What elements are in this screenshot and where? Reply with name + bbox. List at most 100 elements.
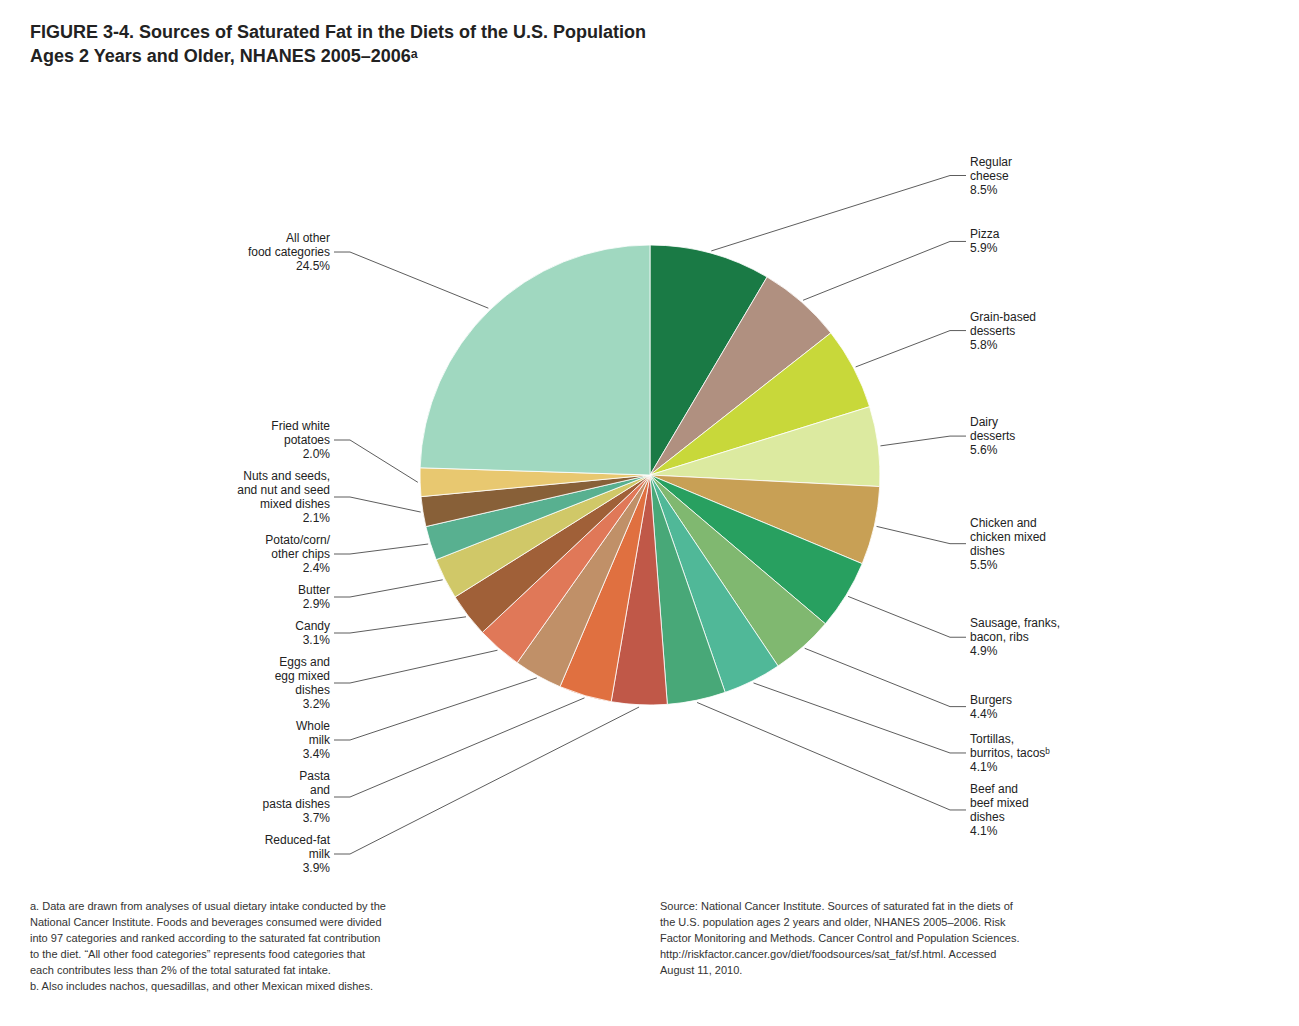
data-label: 3.7% [303, 811, 331, 825]
leader-line [877, 526, 966, 543]
slice-label-line: Regular [970, 155, 1012, 169]
labels: Regularcheese8.5% Pizza5.9% Grain-baseddes… [237, 155, 1060, 875]
footnote-line: a. Data are drawn from analyses of usual… [30, 900, 386, 912]
slice [420, 245, 650, 475]
footnote: Source: National Cancer Institute. Sourc… [660, 900, 1020, 976]
data-label: 2.0% [303, 447, 331, 461]
slice-label: Sausage, franks,bacon, ribs [970, 616, 1060, 644]
chart: FIGURE 3-4. Sources of Saturated Fat in … [0, 0, 1299, 1026]
data-label: 8.5% [970, 183, 998, 197]
footnote-line: to the diet. “All other food categories”… [30, 948, 365, 960]
data-label: 2.1% [303, 511, 331, 525]
slice-label-line: dishes [970, 810, 1005, 824]
slice-label-line: cheese [970, 169, 1009, 183]
slice-label-line: potatoes [284, 433, 330, 447]
slice-label: Dairydesserts [970, 415, 1015, 443]
leader-line [334, 580, 443, 597]
leader-line [334, 650, 497, 683]
slice-label-line: dishes [970, 544, 1005, 558]
leader-line [334, 617, 466, 633]
leader-line [334, 252, 488, 308]
slice-label-line: Potato/corn/ [265, 533, 330, 547]
data-label: 4.1% [970, 760, 998, 774]
leader-line [805, 648, 966, 706]
slice-label-line: Pizza [970, 227, 1000, 241]
slice-label-line: All other [286, 231, 330, 245]
slice-label: All otherfood categories [248, 231, 330, 259]
slice-label-line: and [310, 783, 330, 797]
data-label: 24.5% [296, 259, 330, 273]
data-label: 2.4% [303, 561, 331, 575]
slice-label: Potato/corn/other chips [265, 533, 330, 561]
footnote-line: August 11, 2010. [660, 964, 742, 976]
footnote-line: each contributes less than 2% of the tot… [30, 964, 331, 976]
footnote-line: b. Also includes nachos, quesadillas, an… [30, 980, 373, 992]
slice-label-line: Nuts and seeds, [243, 469, 330, 483]
footnote-line: http://riskfactor.cancer.gov/diet/foodso… [660, 948, 996, 960]
slice-label-line: milk [309, 733, 331, 747]
leader-line [754, 683, 966, 753]
leader-line [711, 176, 966, 251]
slice-label-line: desserts [970, 324, 1015, 338]
slice-label-line: pasta dishes [263, 797, 330, 811]
leader-line [856, 331, 966, 367]
slice-label-line: Grain-based [970, 310, 1036, 324]
slice-label-line: Eggs and [279, 655, 330, 669]
data-label: 3.4% [303, 747, 331, 761]
leader-line [848, 596, 966, 637]
slice-label-line: burritos, tacosᵇ [970, 746, 1050, 760]
slice-label: Fried whitepotatoes [271, 419, 330, 447]
slice-label-line: milk [309, 847, 331, 861]
slice-label: Butter [298, 583, 330, 597]
data-label: 3.9% [303, 861, 331, 875]
data-label: 5.6% [970, 443, 998, 457]
slice-label-line: Tortillas, [970, 732, 1014, 746]
slice-label-line: Pasta [299, 769, 330, 783]
data-label: 5.8% [970, 338, 998, 352]
subtitle: Ages 2 Years and Older, NHANES 2005–2006… [30, 46, 418, 66]
slice-label-line: Butter [298, 583, 330, 597]
footnote-line: Factor Monitoring and Methods. Cancer Co… [660, 932, 1020, 944]
leader-line [334, 678, 537, 740]
footnote-line: Source: National Cancer Institute. Sourc… [660, 900, 1014, 912]
slice-label: Pastaandpasta dishes [263, 769, 331, 811]
slice-label: Nuts and seeds,and nut and seedmixed dis… [237, 469, 330, 511]
slice-label: Eggs andegg mixeddishes [275, 655, 330, 697]
footnote-line: into 97 categories and ranked according … [30, 932, 380, 944]
data-label: 4.1% [970, 824, 998, 838]
slice-label: Pizza [970, 227, 1000, 241]
footnote-line: the U.S. population ages 2 years and old… [660, 916, 1006, 928]
data-label: 5.9% [970, 241, 998, 255]
leader-line [334, 698, 584, 797]
slice-label-line: Dairy [970, 415, 998, 429]
data-label: 2.9% [303, 597, 331, 611]
slice-label-line: Reduced-fat [265, 833, 331, 847]
slice [650, 407, 880, 487]
slice-label-line: dishes [295, 683, 330, 697]
slice-label-line: Fried white [271, 419, 330, 433]
slice-label-line: bacon, ribs [970, 630, 1029, 644]
leader-line [334, 440, 418, 482]
slice-label-line: Chicken and [970, 516, 1037, 530]
slice-label-line: and nut and seed [237, 483, 330, 497]
slice-label: Burgers [970, 693, 1012, 707]
slice-label-line: Sausage, franks, [970, 616, 1060, 630]
footnote-line: National Cancer Institute. Foods and bev… [30, 916, 382, 928]
slice-label: Reduced-fatmilk [265, 833, 331, 861]
data-label: 4.4% [970, 707, 998, 721]
slice-label: Regularcheese [970, 155, 1012, 183]
leader-line [334, 497, 421, 512]
leader-line [803, 241, 966, 300]
slice-label-line: Beef and [970, 782, 1018, 796]
slice-label-line: Candy [295, 619, 330, 633]
slice-label-line: other chips [271, 547, 330, 561]
slice-label: Candy [295, 619, 330, 633]
data-label: 3.1% [303, 633, 331, 647]
slice-label-line: egg mixed [275, 669, 330, 683]
leader-line [334, 544, 428, 554]
slice-label: Tortillas,burritos, tacosᵇ [970, 732, 1050, 760]
pie [420, 245, 880, 705]
footnote: a. Data are drawn from analyses of usual… [30, 900, 386, 992]
leader-line [697, 702, 966, 810]
slice-label-line: mixed dishes [260, 497, 330, 511]
